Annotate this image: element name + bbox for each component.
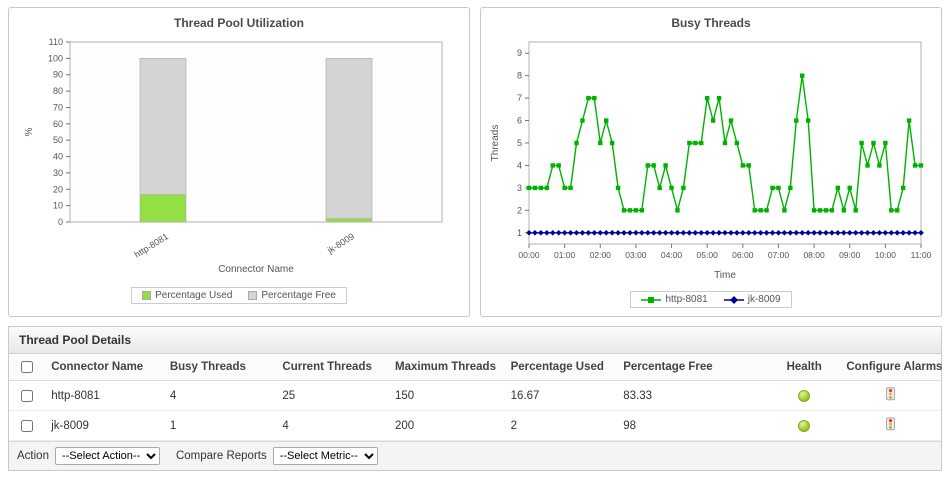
svg-text:Threads: Threads (490, 125, 501, 162)
svg-text:7: 7 (517, 93, 522, 103)
table-header-row: Connector Name Busy Threads Current Thread… (9, 354, 942, 382)
charts-row: Thread Pool Utilization 0 10 20 30 40 50 60 70 8… (8, 7, 942, 317)
current-threads-cell: 4 (276, 410, 389, 442)
svg-text:30: 30 (53, 168, 63, 178)
compare-reports-label: Compare Reports (175, 450, 267, 463)
svg-text:07:00: 07:00 (768, 250, 790, 260)
svg-text:60: 60 (53, 119, 63, 129)
maximum-threads-cell: 150 (389, 380, 505, 412)
svg-text:1: 1 (517, 228, 522, 238)
connector-name-cell: jk-8009 (45, 410, 164, 442)
legend-swatch-icon (142, 291, 152, 300)
svg-text:02:00: 02:00 (590, 250, 612, 260)
svg-text:110: 110 (49, 37, 63, 47)
svg-text:90: 90 (53, 70, 63, 80)
configure-alarms-button[interactable] (884, 387, 897, 401)
svg-text:70: 70 (53, 102, 63, 112)
utilization-chart-svg: 0 10 20 30 40 50 60 70 80 90 100 110 http-8081 jk-800… (24, 37, 443, 275)
svg-text:9: 9 (517, 48, 522, 58)
legend-item: Percentage Used (142, 290, 232, 301)
maximum-threads-cell: 200 (389, 410, 505, 442)
busy-threads-chart-svg: 1 2 3 4 5 6 7 8 9 00:00 01:00 02:00 03:00 04:00 05:00 0… (490, 41, 932, 281)
svg-text:10:00: 10:00 (875, 250, 897, 260)
svg-text:6: 6 (517, 116, 522, 126)
svg-text:08:00: 08:00 (803, 250, 825, 260)
busy-threads-cell: 4 (163, 380, 277, 412)
actions-bar: Action --Select Action-- Compare Reports… (9, 441, 941, 471)
svg-text:3: 3 (517, 183, 522, 193)
column-header-percentage-free: Percentage Free (617, 354, 768, 382)
line-square-marker-icon (641, 296, 662, 303)
connector-name-cell: http-8081 (45, 380, 164, 412)
percentage-free-cell: 98 (617, 410, 768, 442)
svg-text:Time: Time (714, 270, 736, 281)
svg-text:05:00: 05:00 (697, 250, 719, 260)
column-header-current-threads: Current Threads (276, 354, 389, 382)
details-section-title: Thread Pool Details (9, 327, 941, 354)
svg-text:10: 10 (53, 201, 63, 211)
svg-text:09:00: 09:00 (839, 250, 861, 260)
percentage-free-cell: 83.33 (617, 380, 768, 412)
utilization-legend: Percentage Used Percentage Free (131, 287, 347, 304)
legend-item: http-8081 (641, 294, 708, 305)
svg-text:50: 50 (53, 135, 63, 145)
table-row: jk-8009 1 4 200 2 98 (9, 410, 941, 442)
thread-pool-utilization-chart: 0 10 20 30 40 50 60 70 80 90 100 110 http-8081 jk-800… (15, 30, 463, 304)
thread-pool-details-section: Thread Pool Details Connector Name Busy T… (8, 326, 942, 472)
configure-alarms-icon (886, 387, 896, 401)
percentage-used-cell: 16.67 (504, 380, 618, 412)
compare-metric-select[interactable]: --Select Metric-- (272, 447, 378, 466)
svg-text:4: 4 (517, 160, 522, 170)
current-threads-cell: 25 (276, 380, 389, 412)
thread-pool-utilization-panel: Thread Pool Utilization 0 10 20 30 40 50 60 70 8… (8, 7, 470, 317)
svg-text:5: 5 (517, 138, 522, 148)
svg-text:04:00: 04:00 (661, 250, 683, 260)
column-header-maximum-threads: Maximum Threads (389, 354, 505, 382)
svg-text:0: 0 (58, 217, 63, 227)
percentage-used-cell: 2 (504, 410, 618, 442)
thread-pool-details-table: Connector Name Busy Threads Current Thread… (9, 354, 942, 442)
svg-text:06:00: 06:00 (732, 250, 754, 260)
legend-item: Percentage Free (248, 290, 336, 301)
row-select-checkbox[interactable] (21, 419, 34, 432)
svg-text:jk-8009: jk-8009 (325, 231, 356, 256)
svg-text:01:00: 01:00 (554, 250, 576, 260)
column-header-percentage-used: Percentage Used (504, 354, 618, 382)
table-row: http-8081 4 25 150 16.67 83.33 (9, 380, 941, 412)
svg-text:80: 80 (53, 86, 63, 96)
row-select-checkbox[interactable] (21, 389, 34, 402)
utilization-chart-title: Thread Pool Utilization (173, 16, 304, 30)
svg-text:http-8081: http-8081 (133, 231, 171, 260)
svg-text:40: 40 (53, 152, 63, 162)
busy-threads-chart-title: Busy Threads (671, 16, 751, 30)
svg-text:11:00: 11:00 (911, 250, 932, 260)
svg-text:100: 100 (48, 53, 63, 63)
column-header-health: Health (768, 354, 841, 382)
svg-text:%: % (24, 127, 35, 136)
health-ok-icon (798, 389, 811, 402)
column-header-configure-alarms: Configure Alarms (840, 354, 942, 382)
line-diamond-marker-icon (723, 295, 744, 304)
column-header-connector-name: Connector Name (45, 354, 164, 382)
action-select[interactable]: --Select Action-- (54, 447, 160, 466)
configure-alarms-icon (886, 417, 896, 431)
select-all-checkbox[interactable] (21, 361, 34, 373)
legend-item: jk-8009 (723, 294, 781, 305)
svg-text:2: 2 (517, 205, 522, 215)
svg-text:03:00: 03:00 (625, 250, 647, 260)
column-header-busy-threads: Busy Threads (163, 354, 277, 382)
svg-text:00:00: 00:00 (518, 250, 540, 260)
health-ok-icon (798, 419, 811, 432)
legend-swatch-icon (248, 291, 258, 300)
busy-threads-panel: Busy Threads 1 2 3 4 5 6 7 8 9 00:00 01:00 02:00 03:… (480, 7, 942, 317)
svg-text:20: 20 (53, 184, 63, 194)
configure-alarms-button[interactable] (884, 417, 897, 431)
busy-threads-chart: 1 2 3 4 5 6 7 8 9 00:00 01:00 02:00 03:00 04:00 05:00 0… (487, 30, 935, 308)
action-label: Action (17, 450, 49, 463)
busy-threads-cell: 1 (163, 410, 277, 442)
svg-text:8: 8 (517, 71, 522, 81)
svg-text:Connector Name: Connector Name (218, 264, 294, 275)
busy-threads-legend: http-8081 jk-8009 (630, 291, 792, 308)
